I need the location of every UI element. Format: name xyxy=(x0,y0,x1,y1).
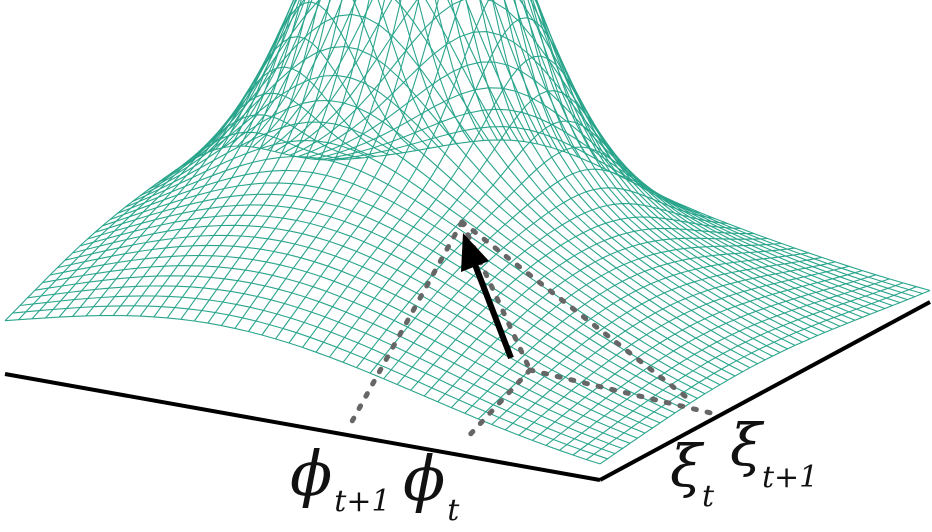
mesh-line xyxy=(154,46,751,369)
mesh-line xyxy=(274,0,871,315)
mesh-line xyxy=(304,61,901,304)
mesh-line xyxy=(207,0,803,343)
mesh-line xyxy=(207,0,539,324)
mesh-line xyxy=(282,0,878,312)
phi-current-label: ϕt xyxy=(403,442,460,528)
mesh-line xyxy=(599,289,931,465)
xi-next-label: ξt+1 xyxy=(730,411,818,495)
mesh-line xyxy=(244,0,841,327)
phi-next-label: ϕt+1 xyxy=(290,437,391,519)
mesh-line xyxy=(169,0,766,361)
mesh-line xyxy=(410,216,741,391)
mesh-line xyxy=(334,139,931,292)
mesh-line xyxy=(518,265,850,436)
mesh-line xyxy=(180,0,512,320)
mesh-line xyxy=(437,237,768,403)
xi-axis xyxy=(599,300,931,482)
mesh-line xyxy=(177,0,773,357)
mesh-line xyxy=(327,126,923,295)
mesh-line xyxy=(220,0,552,326)
gradient-arrow xyxy=(461,233,514,360)
mesh-line xyxy=(237,0,833,330)
mesh-line xyxy=(297,31,893,307)
mesh-line xyxy=(586,286,917,461)
mesh-line xyxy=(464,247,795,414)
mesh-line xyxy=(45,92,376,319)
mesh-line xyxy=(199,0,796,346)
mesh-line xyxy=(147,74,743,373)
mesh-line xyxy=(184,0,781,353)
mesh-line xyxy=(423,227,755,397)
mesh-line xyxy=(312,87,908,301)
mesh-line xyxy=(193,0,525,322)
mesh-line xyxy=(545,274,877,446)
mesh-line xyxy=(559,278,890,451)
mesh-line xyxy=(572,282,904,456)
xi-current-label: ξt xyxy=(670,432,715,514)
mesh-line xyxy=(396,203,728,385)
phi-axis xyxy=(4,372,601,482)
mesh-line xyxy=(504,261,836,431)
mesh-line xyxy=(319,108,916,298)
mesh-line xyxy=(214,0,811,340)
mesh-line xyxy=(166,0,498,319)
mesh-line xyxy=(222,0,818,336)
mesh-line xyxy=(383,187,714,380)
mesh-line xyxy=(162,13,758,365)
mesh-line xyxy=(267,0,863,318)
mesh-line xyxy=(229,0,826,333)
mesh-line xyxy=(477,252,809,420)
mesh-line xyxy=(259,0,856,321)
mesh-line xyxy=(532,270,863,441)
surface-mesh xyxy=(4,0,931,465)
mesh-line xyxy=(289,0,886,310)
mesh-line xyxy=(369,168,701,374)
